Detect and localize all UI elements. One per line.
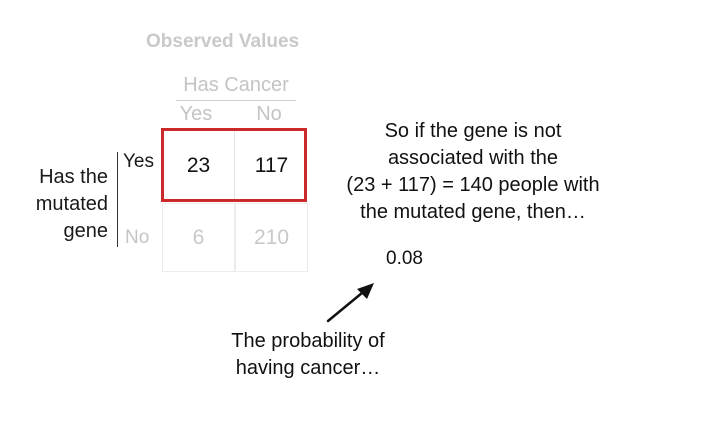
cell-mutated-no-cancer-no: 210 [235, 203, 308, 272]
row-header-mutated-gene: Has the mutated gene [10, 164, 108, 245]
caption-line-2: having cancer… [235, 357, 381, 379]
cell-mutated-no-cancer-yes: 6 [162, 203, 235, 272]
explanation-text: So if the gene is not associated with th… [320, 118, 626, 226]
cell-mutated-yes-cancer-yes: 23 [186, 153, 211, 177]
explanation-line-2: associated with the [387, 147, 559, 169]
row-header-line-1: Has the [39, 166, 108, 188]
explanation-line-4: the mutated gene, then… [360, 201, 586, 223]
row-header-line-3: gene [63, 220, 109, 242]
caption-line-1: The probability of [231, 330, 385, 352]
row-label-no: No [125, 227, 150, 248]
explanation-line-3: (23 + 117) = 140 people with [346, 174, 600, 196]
highlight-box [161, 128, 307, 202]
arrow-icon [326, 283, 374, 323]
row-label-yes: Yes [123, 151, 154, 172]
table-title: Observed Values [146, 31, 300, 52]
cell-mutated-yes-cancer-no: 117 [254, 153, 289, 177]
row-header-line-2: mutated [35, 193, 108, 215]
cell-divider [234, 131, 235, 200]
column-label-yes: Yes [179, 103, 213, 125]
column-header-has-cancer: Has Cancer [183, 74, 289, 96]
probability-value: 0.08 [386, 248, 423, 269]
row-header-divider [117, 152, 118, 247]
column-label-no: No [256, 103, 282, 125]
caption-text: The probability of having cancer… [208, 328, 408, 382]
column-header-divider [176, 100, 296, 101]
explanation-line-1: So if the gene is not [384, 120, 562, 142]
